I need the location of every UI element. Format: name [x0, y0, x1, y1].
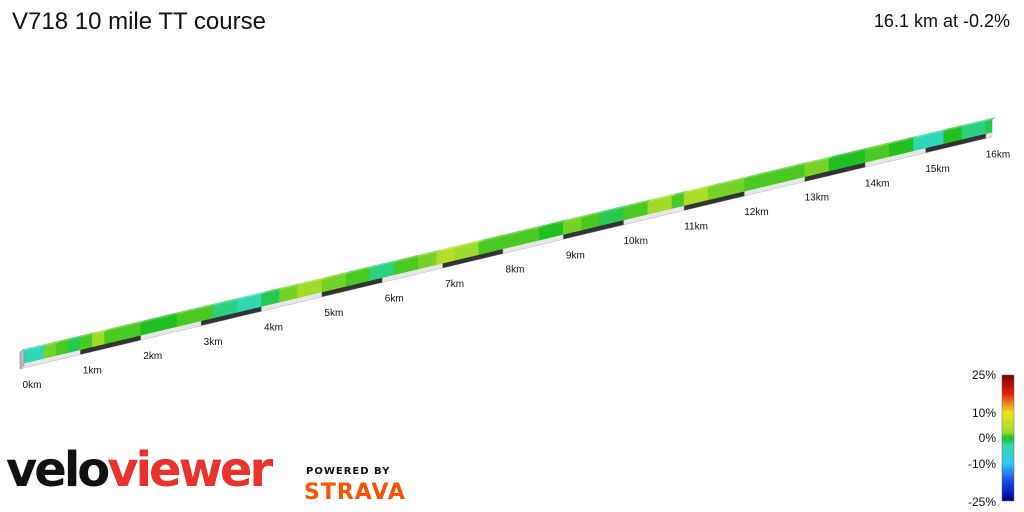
gradient-legend: 25% 10% 0% -10% -25%	[968, 368, 1015, 509]
logo-velo: velo	[6, 442, 110, 498]
profile-segment-top	[346, 265, 375, 275]
km-tick-label: 7km	[445, 279, 464, 290]
chart-title: V718 10 mile TT course	[12, 8, 266, 35]
profile-segment-top	[176, 305, 206, 315]
profile-segment-top	[297, 276, 326, 286]
profile-segment-top	[478, 233, 507, 243]
profile-segment-top	[44, 340, 61, 347]
km-tick-label: 11km	[684, 221, 708, 232]
profile-segment-top	[418, 249, 441, 257]
profile-segment-top	[780, 161, 809, 171]
profile-start-cap	[19, 348, 25, 370]
profile-segment-top	[943, 124, 966, 132]
km-tick-label: 8km	[506, 265, 525, 276]
legend-label: -25%	[968, 495, 996, 509]
profile-segment-top	[889, 135, 918, 145]
legend-label: 25%	[972, 368, 996, 382]
profile-segment-top	[92, 328, 109, 335]
km-tick-label: 12km	[744, 207, 768, 218]
km-tick-label: 1km	[83, 366, 102, 377]
profile-segment-top	[56, 337, 73, 344]
km-tick-label: 16km	[986, 149, 1010, 160]
profile-segment-top	[563, 214, 586, 223]
profile-segment-top	[708, 176, 749, 188]
profile-segment-top	[539, 219, 568, 229]
profile-segment-top	[623, 199, 652, 208]
veloviewer-logo: veloviewer	[6, 446, 273, 494]
distance-axis: 0km 1km 2km 3km 4km 5km 6km 7km 8km 9km 10km 11km 12…	[23, 149, 1011, 391]
profile-segment-top	[436, 248, 447, 253]
powered-by-text: POWERED BY	[306, 466, 391, 477]
profile-segment-top	[985, 117, 996, 122]
km-tick-label: 5km	[324, 308, 343, 319]
km-tick-label: 0km	[23, 380, 42, 391]
profile-segment-top	[237, 291, 266, 301]
profile-segment-top	[321, 271, 351, 280]
profile-segment-top	[804, 155, 833, 165]
profile-segment-top	[261, 287, 284, 295]
profile-segment-top	[442, 245, 459, 252]
profile-segment-top	[744, 167, 785, 180]
profile-segment-top	[684, 184, 713, 194]
profile-segment-top	[32, 343, 49, 350]
profile-segment-top	[279, 282, 302, 291]
km-tick-label: 14km	[865, 178, 889, 189]
profile-segment-top	[201, 302, 218, 309]
km-tick-label: 15km	[925, 164, 949, 175]
profile-segment-top	[647, 193, 677, 203]
km-tick-label: 2km	[143, 351, 162, 362]
legend-label: 10%	[972, 406, 996, 420]
profile-segment-top	[454, 239, 483, 249]
profile-segment-top	[140, 311, 181, 324]
profile-segment-top	[80, 331, 97, 338]
strava-logo: STRAVA	[304, 480, 406, 505]
profile-segment-top	[104, 320, 145, 332]
profile-segment-top	[370, 259, 399, 269]
km-tick-label: 6km	[385, 294, 404, 305]
km-tick-label: 10km	[624, 236, 648, 247]
legend-label: 0%	[979, 431, 997, 445]
km-tick-label: 4km	[264, 322, 283, 333]
route-summary: 16.1 km at -0.2%	[873, 11, 1010, 31]
km-tick-label: 13km	[805, 193, 829, 204]
km-tick-label: 3km	[204, 337, 223, 348]
profile-segment-top	[865, 141, 894, 151]
profile-segment-top	[913, 132, 930, 139]
legend-label: -10%	[968, 457, 996, 471]
profile-segment-top	[68, 334, 85, 341]
logo-viewer: viewer	[107, 442, 273, 498]
profile-segment-top	[394, 253, 423, 263]
profile-segment-top	[672, 190, 689, 197]
profile-segment-top	[502, 225, 544, 237]
profile-segment-top	[213, 297, 242, 306]
profile-segment-top	[925, 128, 948, 136]
profile-segment-top	[828, 147, 870, 159]
profile-segment	[985, 119, 993, 134]
profile-segment	[436, 250, 443, 265]
km-tick-label: 9km	[566, 250, 585, 261]
profile-segment-top	[599, 204, 628, 214]
profile-segment-top	[581, 210, 604, 218]
profile-ribbon	[19, 117, 996, 370]
gradient-legend-bar	[1001, 374, 1015, 502]
profile-segment-top	[961, 118, 990, 128]
